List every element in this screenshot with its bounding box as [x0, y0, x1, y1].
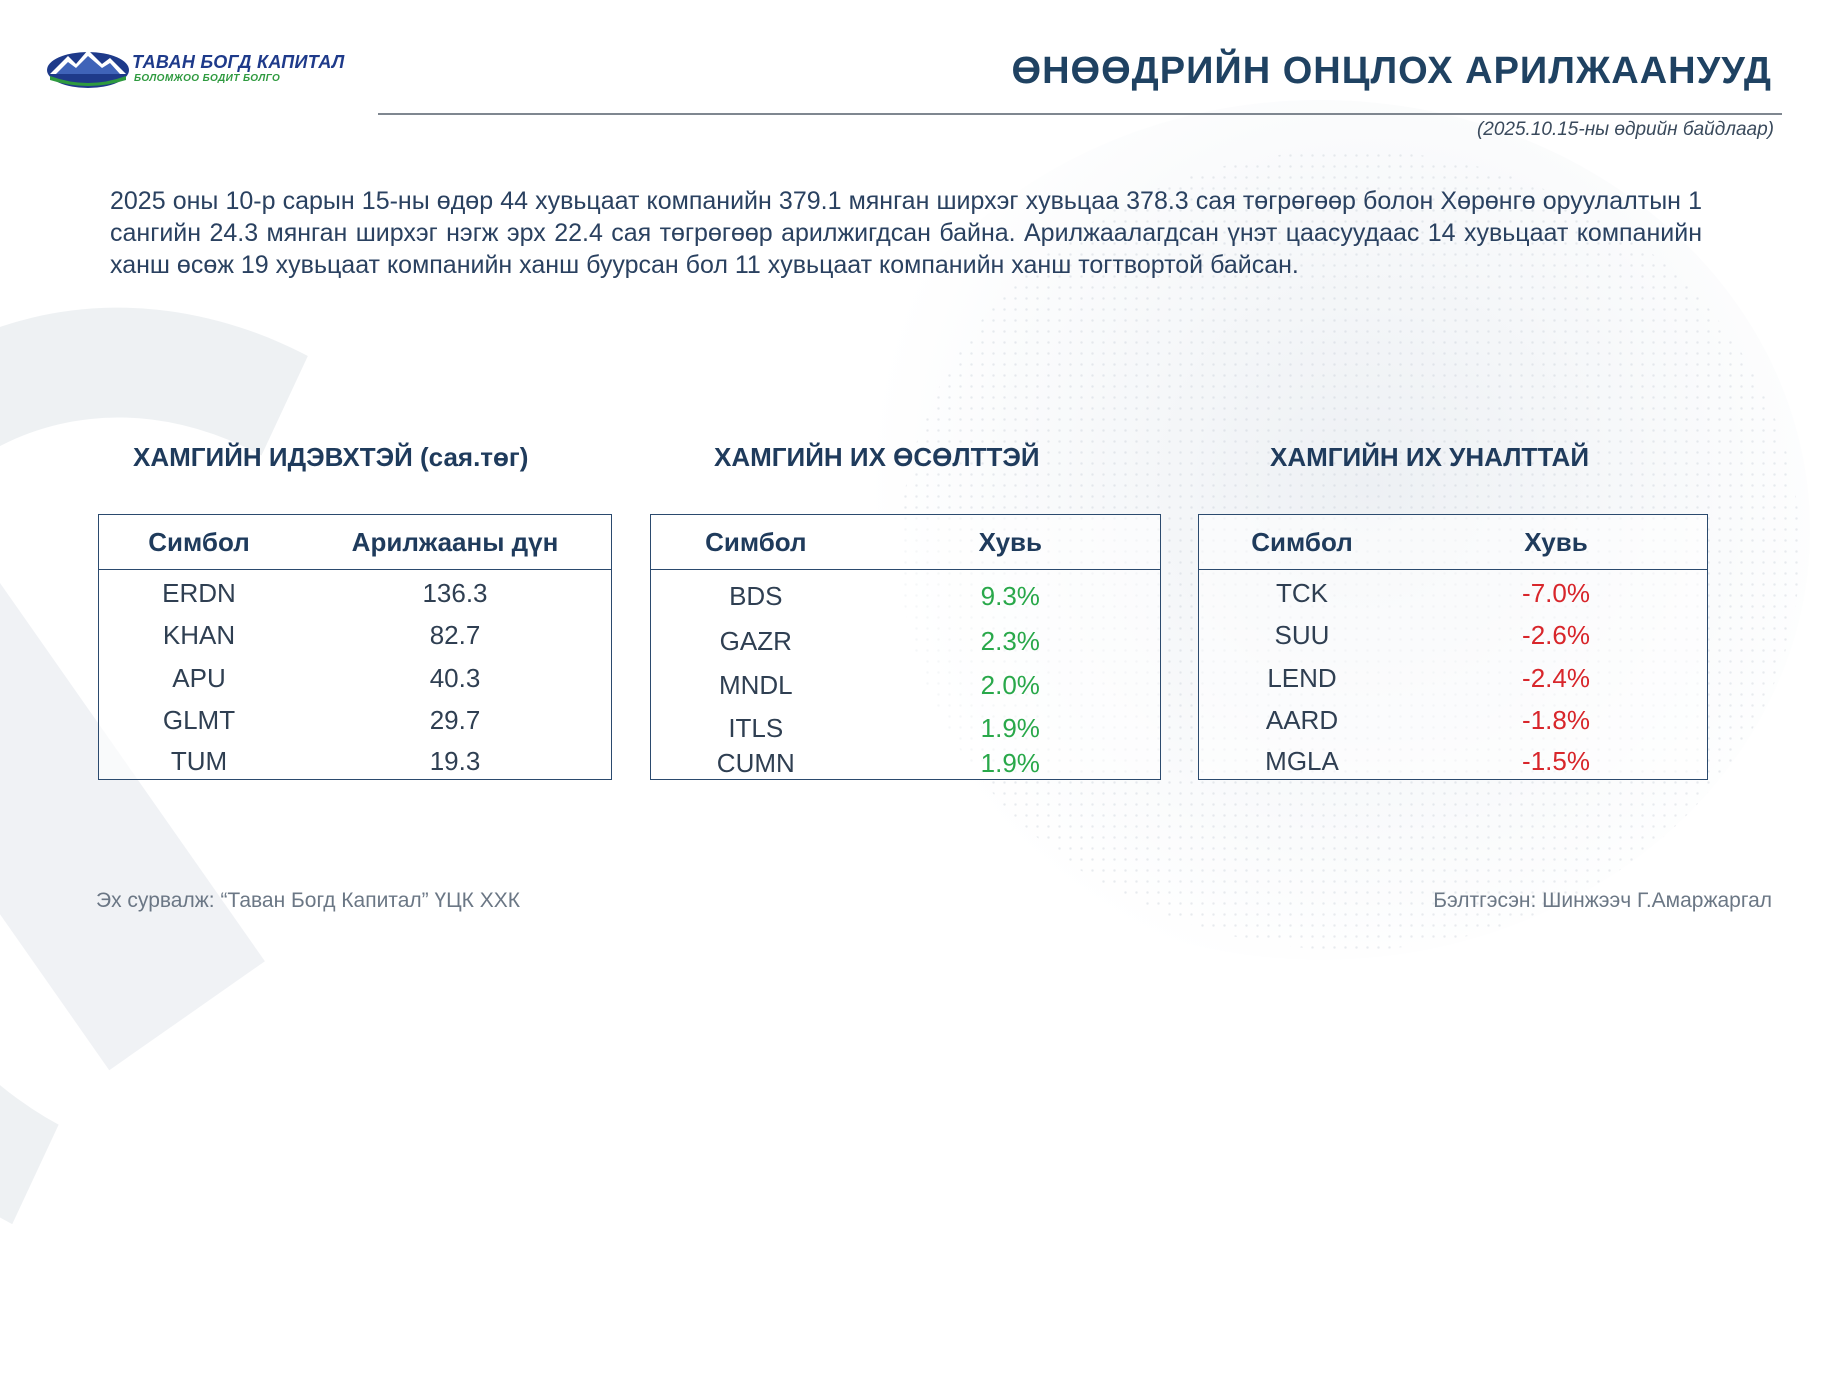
- row-symbol: APU: [172, 662, 226, 693]
- table-row: ITLS 1.9%: [651, 707, 1160, 749]
- table-row: TUM 19.3: [99, 742, 611, 780]
- table-row: SUU -2.6%: [1199, 614, 1707, 657]
- header-symbol: Симбол: [705, 526, 807, 557]
- title-divider: [378, 113, 1782, 115]
- row-value: 29.7: [429, 705, 481, 735]
- header-amount: Арилжааны дүн: [351, 526, 559, 557]
- table-row: GLMT 29.7: [99, 699, 611, 742]
- table-header: Симбол Арилжааны дүн: [99, 515, 611, 570]
- table-row: MGLA -1.5%: [1199, 742, 1707, 780]
- table-row: AARD -1.8%: [1199, 699, 1707, 742]
- row-symbol: ERDN: [162, 578, 236, 608]
- row-value: -7.0%: [1522, 578, 1590, 608]
- header-percent: Хувь: [1524, 526, 1588, 557]
- table-row: CUMN 1.9%: [651, 747, 1160, 778]
- header-symbol: Симбол: [1251, 526, 1353, 557]
- row-symbol: AARD: [1265, 705, 1339, 735]
- row-symbol: GLMT: [162, 705, 236, 735]
- row-value: -2.6%: [1522, 620, 1590, 650]
- brand-name: ТАВАН БОГД КАПИТАЛ: [132, 52, 345, 72]
- row-symbol: CUMN: [716, 747, 795, 778]
- row-value: 1.9%: [980, 747, 1040, 778]
- prepared-by-note: Бэлтгэсэн: Шинжээч Г.Амаржаргал: [1433, 889, 1772, 912]
- row-symbol: KHAN: [162, 620, 236, 650]
- row-symbol: MNDL: [718, 669, 793, 700]
- row-value: 9.3%: [980, 580, 1040, 611]
- row-value: 82.7: [429, 620, 481, 650]
- row-value: 2.0%: [980, 669, 1040, 700]
- as-of-date: (2025.10.15-ны өдрийн байдлаар): [1476, 119, 1774, 140]
- source-note: Эх сурвалж: “Таван Богд Капитал” ҮЦК ХХК: [96, 889, 520, 912]
- row-value: -1.5%: [1522, 745, 1590, 776]
- row-symbol: LEND: [1267, 662, 1337, 693]
- row-symbol: TCK: [1276, 578, 1328, 608]
- table-header: Симбол Хувь: [651, 515, 1160, 570]
- table-header: Симбол Хувь: [1199, 515, 1707, 570]
- header-percent: Хувь: [978, 526, 1043, 557]
- row-value: 19.3: [429, 745, 481, 776]
- table-row: APU 40.3: [99, 657, 611, 699]
- market-summary: 2025 оны 10-р сарын 15-ны өдөр 44 хувьца…: [110, 187, 1702, 279]
- top-losers-title: ХАМГИЙН ИХ УНАЛТТАЙ: [1270, 442, 1590, 472]
- table-row: KHAN 82.7: [99, 614, 611, 657]
- table-row: TCK -7.0%: [1199, 573, 1707, 614]
- row-value: -1.8%: [1522, 705, 1590, 735]
- table-row: ERDN 136.3: [99, 573, 611, 614]
- row-symbol: ITLS: [728, 712, 784, 743]
- header-symbol: Симбол: [148, 526, 250, 557]
- most-active-title: ХАМГИЙН ИДЭВХТЭЙ (сая.төг): [133, 442, 529, 472]
- top-gainers-title: ХАМГИЙН ИХ ӨСӨЛТТЭЙ: [714, 442, 1040, 472]
- row-symbol: MGLA: [1265, 745, 1339, 776]
- row-value: 40.3: [429, 662, 481, 693]
- row-value: 1.9%: [980, 712, 1040, 743]
- row-value: -2.4%: [1522, 662, 1590, 693]
- page-title: ӨНӨӨДРИЙН ОНЦЛОХ АРИЛЖААНУУД: [1011, 50, 1772, 92]
- row-symbol: GAZR: [719, 625, 792, 656]
- row-symbol: SUU: [1274, 620, 1330, 650]
- row-symbol: BDS: [729, 580, 783, 611]
- row-symbol: TUM: [170, 745, 228, 776]
- row-value: 2.3%: [980, 625, 1040, 656]
- top-gainers-table: Симбол Хувь BDS 9.3% GAZR 2.3% MNDL 2.0%…: [650, 514, 1161, 780]
- table-row: MNDL 2.0%: [651, 663, 1160, 707]
- mountain-logo-icon: [47, 50, 129, 88]
- brand-slogan: БОЛОМЖОО БОДИТ БОЛГО: [134, 73, 281, 84]
- table-row: LEND -2.4%: [1199, 657, 1707, 699]
- most-active-table: Симбол Арилжааны дүн ERDN 136.3 KHAN 82.…: [98, 514, 612, 780]
- row-value: 136.3: [422, 578, 488, 608]
- top-losers-table: Симбол Хувь TCK -7.0% SUU -2.6% LEND -2.…: [1198, 514, 1708, 780]
- company-logo: ТАВАН БОГД КАПИТАЛ БОЛОМЖОО БОДИТ БОЛГО: [46, 46, 344, 92]
- table-row: GAZR 2.3%: [651, 619, 1160, 663]
- table-row: BDS 9.3%: [651, 573, 1160, 619]
